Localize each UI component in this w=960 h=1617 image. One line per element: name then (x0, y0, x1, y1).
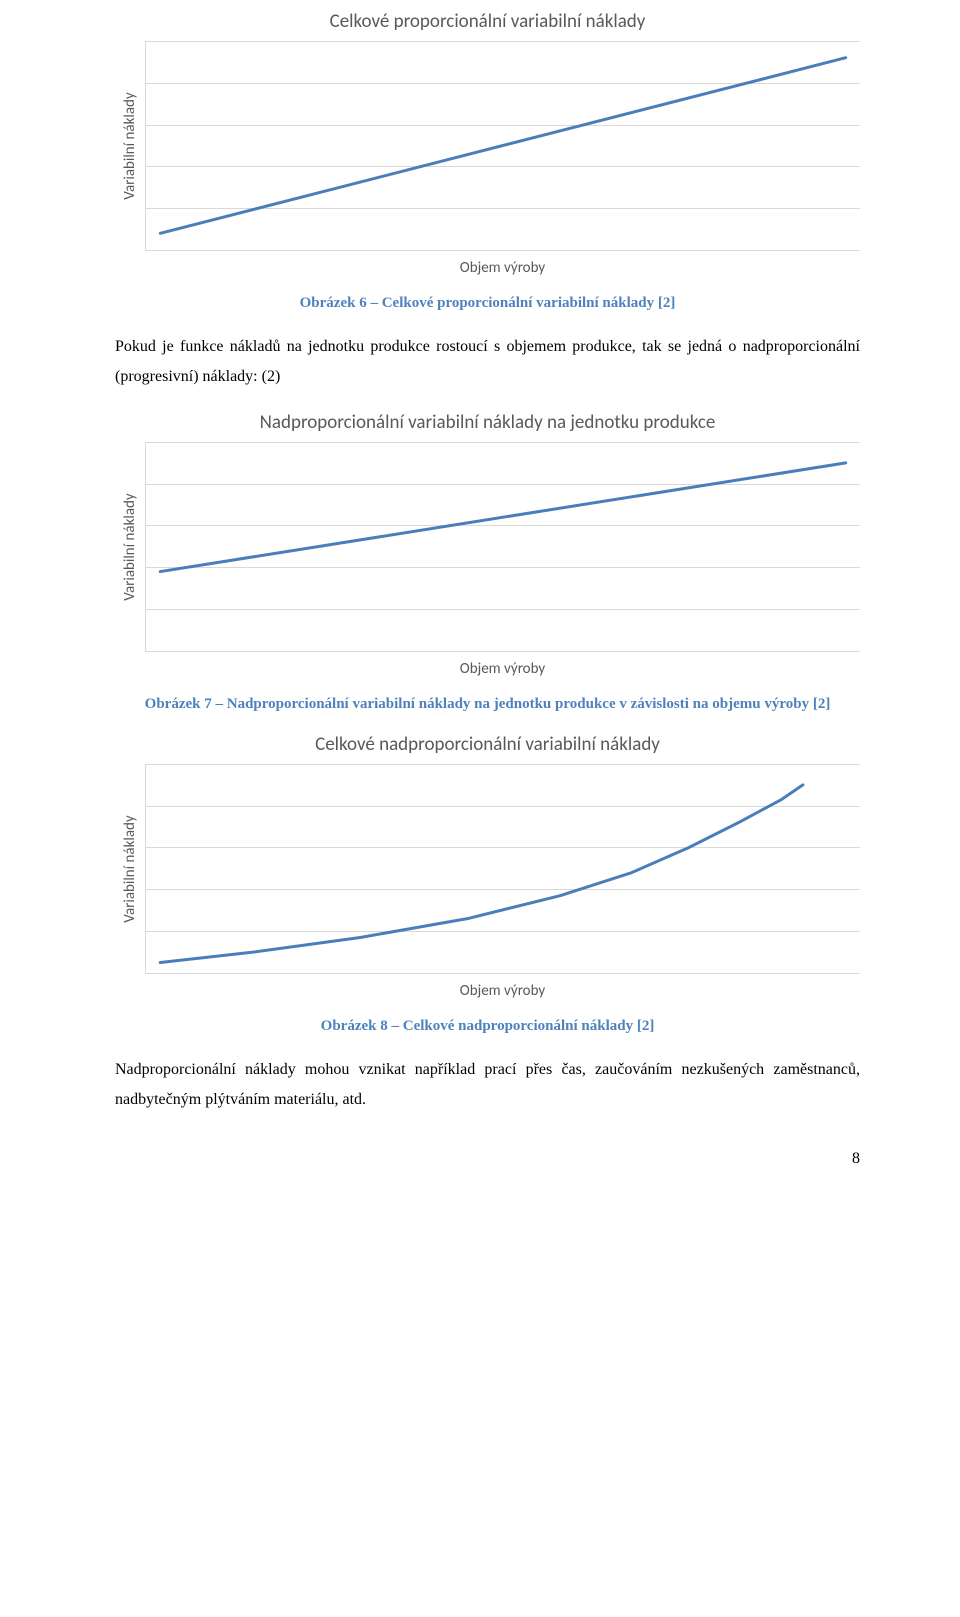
page-number: 8 (115, 1150, 860, 1168)
chart-1-plot (145, 41, 860, 251)
chart-3-yaxis: Variabilní náklady (115, 764, 145, 974)
chart-1-area: Variabilní náklady (115, 41, 860, 251)
paragraph-2: Nadproporcionální náklady mohou vznikat … (115, 1055, 860, 1116)
caption-1-text: Obrázek 6 – Celkové proporcionální varia… (300, 295, 676, 311)
caption-2-text: Obrázek 7 – Nadproporcionální variabilní… (145, 696, 831, 712)
chart-1: Celkové proporcionální variabilní náklad… (115, 10, 860, 277)
caption-3-text: Obrázek 8 – Celkové nadproporcionální ná… (321, 1018, 655, 1034)
caption-1: Obrázek 6 – Celkové proporcionální varia… (115, 295, 860, 312)
chart-1-ylabel: Variabilní náklady (121, 92, 139, 199)
chart-3-title: Celkové nadproporcionální variabilní nák… (115, 733, 860, 756)
chart-3-xlabel: Objem výroby (115, 982, 860, 1000)
chart-2-area: Variabilní náklady (115, 442, 860, 652)
chart-3-ylabel: Variabilní náklady (121, 815, 139, 922)
caption-2: Obrázek 7 – Nadproporcionální variabilní… (115, 696, 860, 713)
chart-3-area: Variabilní náklady (115, 764, 860, 974)
caption-3: Obrázek 8 – Celkové nadproporcionální ná… (115, 1018, 860, 1035)
chart-3: Celkové nadproporcionální variabilní nák… (115, 733, 860, 1000)
chart-2-plot (145, 442, 860, 652)
chart-2-xlabel: Objem výroby (115, 660, 860, 678)
chart-1-title: Celkové proporcionální variabilní náklad… (115, 10, 860, 33)
chart-2-yaxis: Variabilní náklady (115, 442, 145, 652)
chart-1-yaxis: Variabilní náklady (115, 41, 145, 251)
chart-2: Nadproporcionální variabilní náklady na … (115, 411, 860, 678)
chart-2-ylabel: Variabilní náklady (121, 493, 139, 600)
paragraph-1: Pokud je funkce nákladů na jednotku prod… (115, 332, 860, 393)
chart-3-plot (145, 764, 860, 974)
chart-2-title: Nadproporcionální variabilní náklady na … (115, 411, 860, 434)
chart-1-xlabel: Objem výroby (115, 259, 860, 277)
